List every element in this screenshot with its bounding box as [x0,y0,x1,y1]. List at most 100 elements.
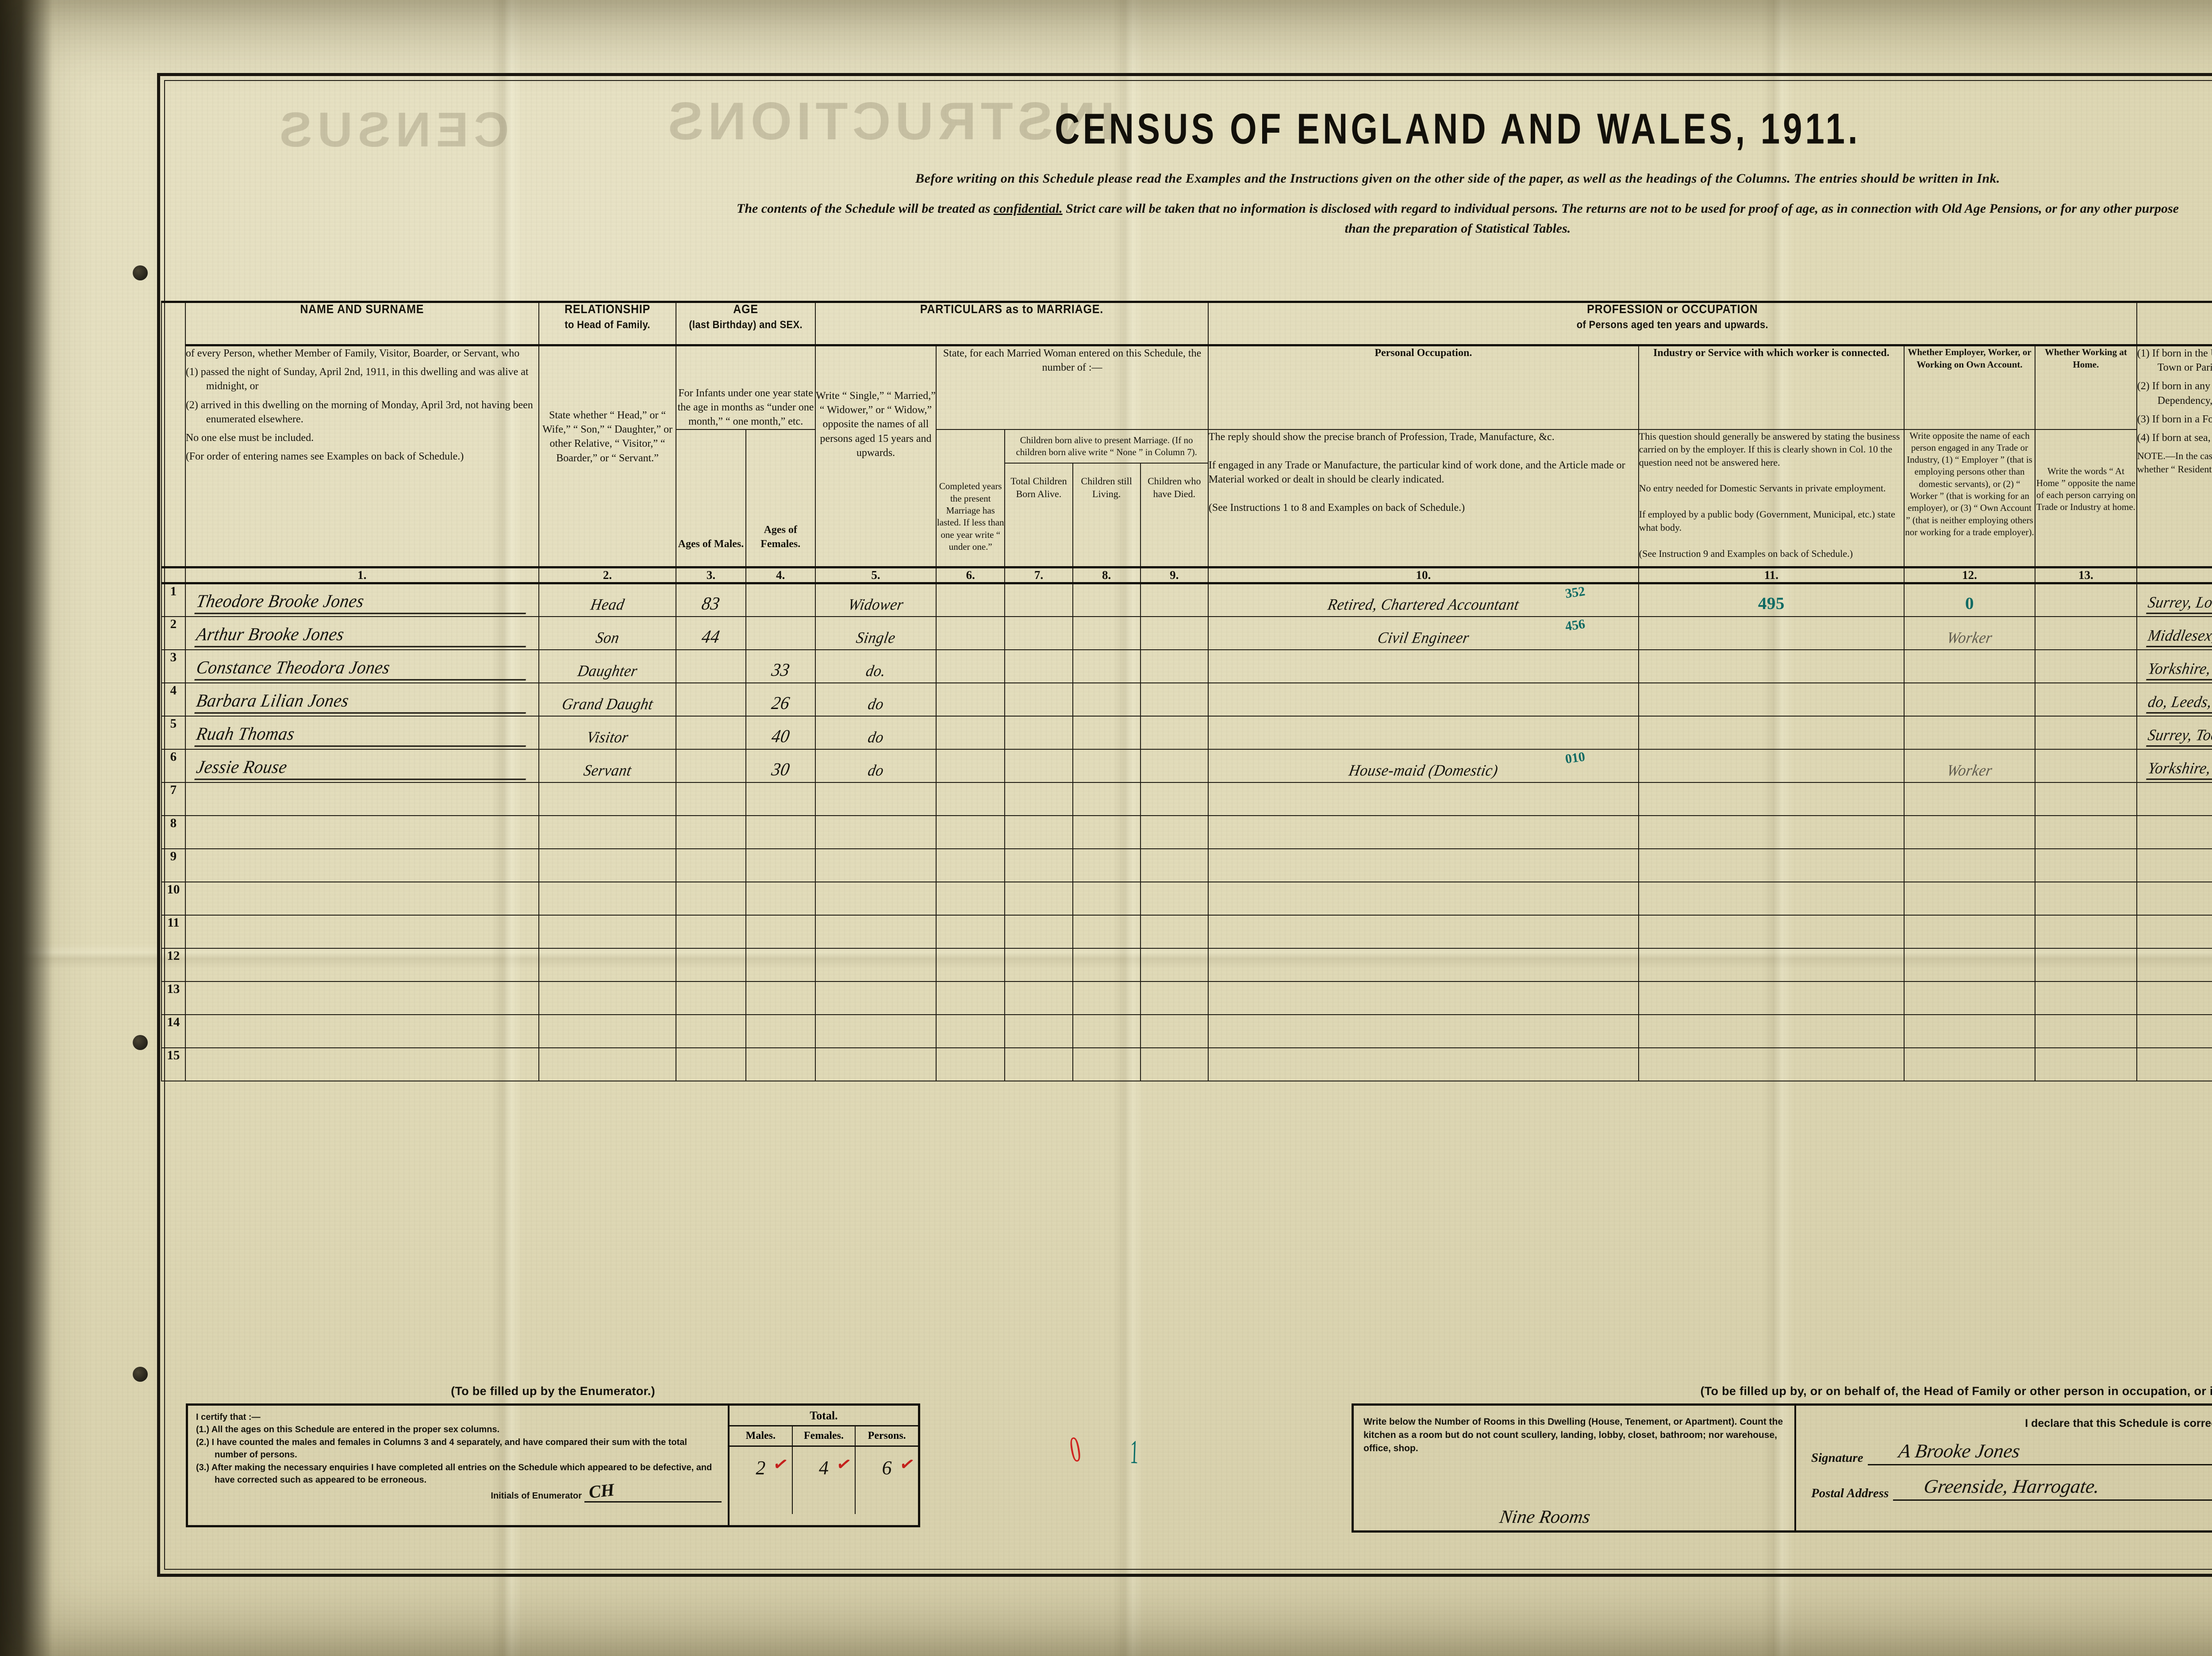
cell-marriage-condition[interactable] [814,782,937,816]
cell-occupation[interactable] [1207,649,1639,683]
cell-marriage-condition[interactable]: do [814,682,937,717]
cell-children-died[interactable] [1140,649,1209,683]
cell-age-females[interactable] [745,583,816,617]
cell-children-born[interactable] [1004,649,1073,683]
cell-birthplace[interactable]: Surrey, Tooting [2136,715,2212,750]
cell-children-died[interactable] [1140,583,1209,617]
cell-age-females[interactable] [745,981,816,1015]
cell-years-married[interactable] [936,715,1006,750]
cell-employer[interactable] [1904,715,2036,750]
cell-occupation[interactable] [1207,815,1639,849]
cell-years-married[interactable] [936,1014,1006,1048]
cell-birthplace[interactable]: Yorkshire, Harrogate, [2136,649,2212,683]
cell-years-married[interactable] [936,583,1006,617]
cell-birthplace[interactable]: Middlesex, Clapton, [2136,616,2212,650]
cell-name[interactable]: Ruah Thomas [184,715,539,750]
cell-employer[interactable] [1904,815,2036,849]
cell-children-died[interactable] [1140,914,1209,949]
cell-marriage-condition[interactable] [814,848,937,882]
cell-age-females[interactable] [745,782,816,816]
cell-employer[interactable] [1904,947,2036,982]
cell-occupation[interactable] [1207,881,1639,916]
cell-industry[interactable] [1638,715,1905,750]
cell-children-died[interactable] [1140,748,1209,783]
cell-occupation[interactable]: Retired, Chartered Accountant 352 [1207,583,1639,617]
cell-children-living[interactable] [1072,914,1141,949]
cell-relationship[interactable]: Grand Daught [538,682,677,717]
cell-industry[interactable] [1638,649,1905,683]
cell-occupation[interactable] [1207,1014,1639,1048]
cell-years-married[interactable] [936,782,1006,816]
cell-children-living[interactable] [1072,616,1141,650]
cell-marriage-condition[interactable] [814,1014,937,1048]
cell-name[interactable]: Constance Theodora Jones [184,649,539,683]
cell-birthplace[interactable] [2136,947,2212,982]
cell-age-males[interactable] [676,914,746,949]
cell-children-living[interactable] [1072,1047,1141,1081]
cell-age-females[interactable] [745,881,816,916]
cell-years-married[interactable] [936,748,1006,783]
cell-working-home[interactable] [2035,848,2137,882]
cell-employer[interactable]: Worker [1904,616,2036,650]
cell-children-born[interactable] [1004,782,1073,816]
cell-working-home[interactable] [2035,1014,2137,1048]
cell-working-home[interactable] [2035,947,2137,982]
cell-age-females[interactable] [745,1014,816,1048]
cell-children-died[interactable] [1140,947,1209,982]
cell-industry[interactable] [1638,616,1905,650]
cell-marriage-condition[interactable]: Single [814,616,937,650]
cell-years-married[interactable] [936,649,1006,683]
cell-children-born[interactable] [1004,981,1073,1015]
cell-age-males[interactable] [676,947,746,982]
cell-children-living[interactable] [1072,748,1141,783]
cell-relationship[interactable] [538,981,677,1015]
cell-relationship[interactable]: Son [538,616,677,650]
cell-children-living[interactable] [1072,682,1141,717]
cell-children-died[interactable] [1140,1014,1209,1048]
cell-years-married[interactable] [936,914,1006,949]
cell-age-females[interactable] [745,1047,816,1081]
cell-age-males[interactable] [676,782,746,816]
cell-marriage-condition[interactable]: do [814,715,937,750]
cell-age-males[interactable] [676,715,746,750]
cell-age-females[interactable] [745,914,816,949]
cell-age-females[interactable]: 33 [745,649,816,683]
cell-industry[interactable] [1638,947,1905,982]
cell-children-living[interactable] [1072,815,1141,849]
cell-working-home[interactable] [2035,649,2137,683]
cell-children-born[interactable] [1004,848,1073,882]
cell-relationship[interactable] [538,848,677,882]
cell-children-born[interactable] [1004,583,1073,617]
cell-employer[interactable] [1904,848,2036,882]
cell-age-males[interactable] [676,848,746,882]
cell-industry[interactable]: 495 [1638,583,1905,617]
cell-relationship[interactable]: Daughter [538,649,677,683]
cell-working-home[interactable] [2035,782,2137,816]
cell-working-home[interactable] [2035,616,2137,650]
cell-relationship[interactable] [538,947,677,982]
cell-children-living[interactable] [1072,881,1141,916]
cell-age-males[interactable] [676,748,746,783]
cell-employer[interactable]: 0 [1904,583,2036,617]
cell-relationship[interactable]: Visitor [538,715,677,750]
cell-working-home[interactable] [2035,881,2137,916]
cell-marriage-condition[interactable] [814,914,937,949]
cell-years-married[interactable] [936,1047,1006,1081]
cell-employer[interactable] [1904,981,2036,1015]
cell-children-born[interactable] [1004,947,1073,982]
cell-children-born[interactable] [1004,715,1073,750]
cell-birthplace[interactable] [2136,1047,2212,1081]
cell-marriage-condition[interactable]: Widower [814,583,937,617]
cell-children-died[interactable] [1140,616,1209,650]
cell-employer[interactable] [1904,682,2036,717]
cell-age-females[interactable]: 30 [745,748,816,783]
cell-industry[interactable] [1638,1047,1905,1081]
signature-field[interactable]: Signature A Brooke Jones [1811,1440,2212,1465]
cell-name[interactable] [184,1014,539,1048]
cell-marriage-condition[interactable] [814,947,937,982]
cell-birthplace[interactable] [2136,782,2212,816]
cell-children-living[interactable] [1072,848,1141,882]
cell-employer[interactable] [1904,881,2036,916]
cell-age-males[interactable]: 44 [676,616,746,650]
cell-occupation[interactable] [1207,848,1639,882]
